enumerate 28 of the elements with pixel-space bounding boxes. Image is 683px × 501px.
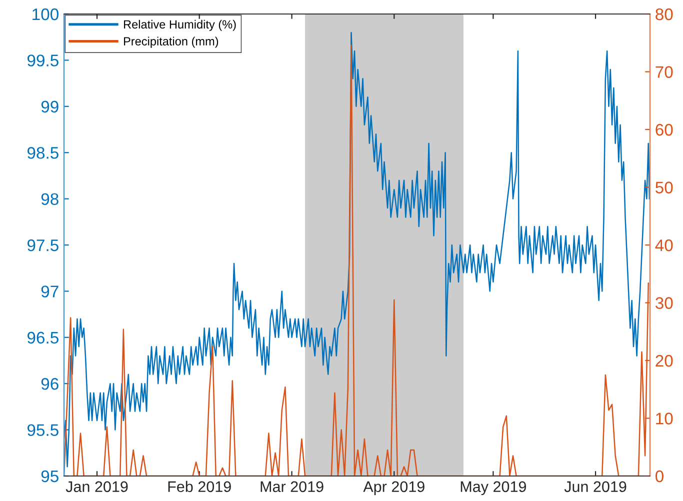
y2-tick-label: 10 — [656, 412, 673, 424]
y-tick-label: 97 — [41, 286, 58, 298]
y-tick-label: 98.5 — [27, 147, 58, 159]
y2-tick-label: 20 — [656, 354, 673, 367]
y-tick-label: 97.5 — [27, 239, 58, 252]
y-tick-label: 98 — [41, 193, 58, 206]
y-tick-label: 95.5 — [27, 424, 58, 436]
y-tick-label: 99.5 — [27, 54, 58, 66]
x-tick-label: Jun 2019 — [564, 481, 626, 492]
legend-label: Precipitation (mm) — [124, 36, 218, 48]
x-tick-label: Jan 2019 — [66, 481, 128, 492]
y2-tick-label: 40 — [655, 239, 673, 252]
y2-tick-label: 70 — [656, 66, 673, 78]
y2-tick-label: 60 — [656, 124, 673, 136]
y2-tick-label: 50 — [656, 182, 673, 194]
x-tick-label: Mar 2019 — [260, 481, 324, 492]
y-tick-label: 100 — [32, 8, 58, 20]
y2-tick-label: 30 — [655, 297, 673, 309]
y-tick-label: 96 — [41, 378, 58, 390]
y2-tick-label: 0 — [656, 470, 664, 482]
y-tick-label: 95 — [41, 470, 58, 482]
x-tick-label: Feb 2019 — [168, 480, 231, 492]
x-tick-label: Apr 2019 — [363, 481, 424, 496]
y-tick-label: 96.5 — [27, 332, 58, 344]
legend-label: Relative Humidity (%) — [124, 20, 236, 31]
x-tick-label: May 2019 — [460, 481, 526, 496]
y2-tick-label: 80 — [656, 8, 673, 20]
y-tick-label: 99 — [41, 100, 58, 113]
